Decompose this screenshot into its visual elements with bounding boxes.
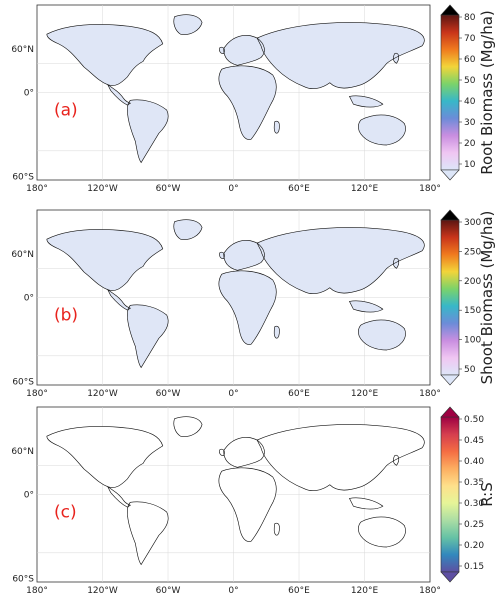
lon-tick-label: 0° [228, 184, 238, 194]
colorbar-tick-label: 0.30 [464, 499, 484, 509]
colorbar-extend-max [440, 406, 460, 418]
lon-tick-label: 120°W [87, 184, 118, 194]
colorbar-title: Shoot Biomass (Mg/ha) [478, 211, 496, 385]
colorbar-tick-label: 0.50 [464, 415, 484, 425]
colorbar-tick-label: 0.45 [464, 436, 484, 446]
colorbar-tick-label: 30 [464, 118, 476, 128]
lat-tick-label: 60°N [11, 45, 34, 55]
colorbar-extend-max [440, 209, 460, 221]
colorbar-tick-label: 250 [464, 247, 481, 257]
colorbar-tick-label: 0.20 [464, 541, 484, 551]
lon-tick-label: 120°E [351, 389, 379, 399]
colorbar-gradient [440, 14, 460, 171]
lon-tick-label: 180° [26, 389, 48, 399]
lon-tick-label: 0° [228, 389, 238, 399]
lon-tick-label: 60°E [288, 184, 310, 194]
colorbar: 80 70 60 50 40 30 20 10 Root Biomass (Mg/ha) [440, 4, 496, 181]
lon-tick-label: 60°W [156, 586, 181, 596]
lon-tick-label: 180° [26, 184, 48, 194]
lon-tick-label: 120°E [351, 586, 379, 596]
lat-tick-label: 60°S [12, 575, 34, 585]
colorbar-tick-label: 100 [464, 336, 481, 346]
lon-tick-label: 60°E [288, 389, 310, 399]
colorbar-tick-label: 50 [464, 365, 476, 375]
colorbar: 300 250 200 150 100 50 Shoot Biomass (Mg/ha) [440, 209, 496, 386]
lon-tick-label: 180° [419, 389, 441, 399]
lon-tick-label: 180° [419, 586, 441, 596]
lat-tick-label: 0° [24, 89, 34, 99]
panel-label: (a) [54, 100, 78, 120]
colorbar-tick-label: 200 [464, 277, 481, 287]
colorbar-tick-label: 0.15 [464, 562, 484, 572]
colorbar-tick-label: 0.25 [464, 520, 484, 530]
colorbar-extend-min [440, 571, 460, 583]
lat-tick-label: 60°S [12, 173, 34, 183]
lat-tick-label: 60°N [11, 447, 34, 457]
lon-tick-label: 180° [419, 184, 441, 194]
colorbar-extend-min [440, 169, 460, 181]
lon-tick-label: 60°E [288, 586, 310, 596]
panel-label: (c) [54, 502, 77, 522]
colorbar-tick-label: 40 [464, 97, 476, 107]
lon-tick-label: 0° [228, 586, 238, 596]
lat-tick-label: 0° [24, 491, 34, 501]
lon-tick-label: 60°W [156, 389, 181, 399]
colorbar-tick-label: 60 [464, 55, 476, 65]
colorbar-tick-label: 80 [464, 13, 476, 23]
lon-tick-label: 120°W [87, 586, 118, 596]
colorbar-extend-max [440, 4, 460, 16]
panel-label: (b) [54, 305, 78, 325]
colorbar-tick-label: 70 [464, 34, 476, 44]
colorbar-tick-label: 10 [464, 160, 476, 170]
colorbar-title: Root Biomass (Mg/ha) [478, 10, 496, 175]
colorbar-extend-min [440, 374, 460, 386]
lat-tick-label: 60°N [11, 250, 34, 260]
colorbar-tick-label: 300 [464, 218, 481, 228]
colorbar-gradient [440, 219, 460, 376]
colorbar-tick-label: 50 [464, 76, 476, 86]
colorbar-title: R:S [478, 482, 496, 507]
lon-tick-label: 120°E [351, 184, 379, 194]
lon-tick-label: 120°W [87, 389, 118, 399]
lon-tick-label: 60°W [156, 184, 181, 194]
colorbar-gradient [440, 416, 460, 573]
colorbar-tick-label: 0.40 [464, 457, 484, 467]
lat-tick-label: 60°S [12, 378, 34, 388]
lat-tick-label: 0° [24, 294, 34, 304]
colorbar: 0.50 0.45 0.40 0.35 0.30 0.25 0.20 0.15 R:S [440, 406, 496, 583]
colorbar-tick-label: 20 [464, 139, 476, 149]
lon-tick-label: 180° [26, 586, 48, 596]
colorbar-tick-label: 150 [464, 306, 481, 316]
colorbar-tick-label: 0.35 [464, 478, 484, 488]
